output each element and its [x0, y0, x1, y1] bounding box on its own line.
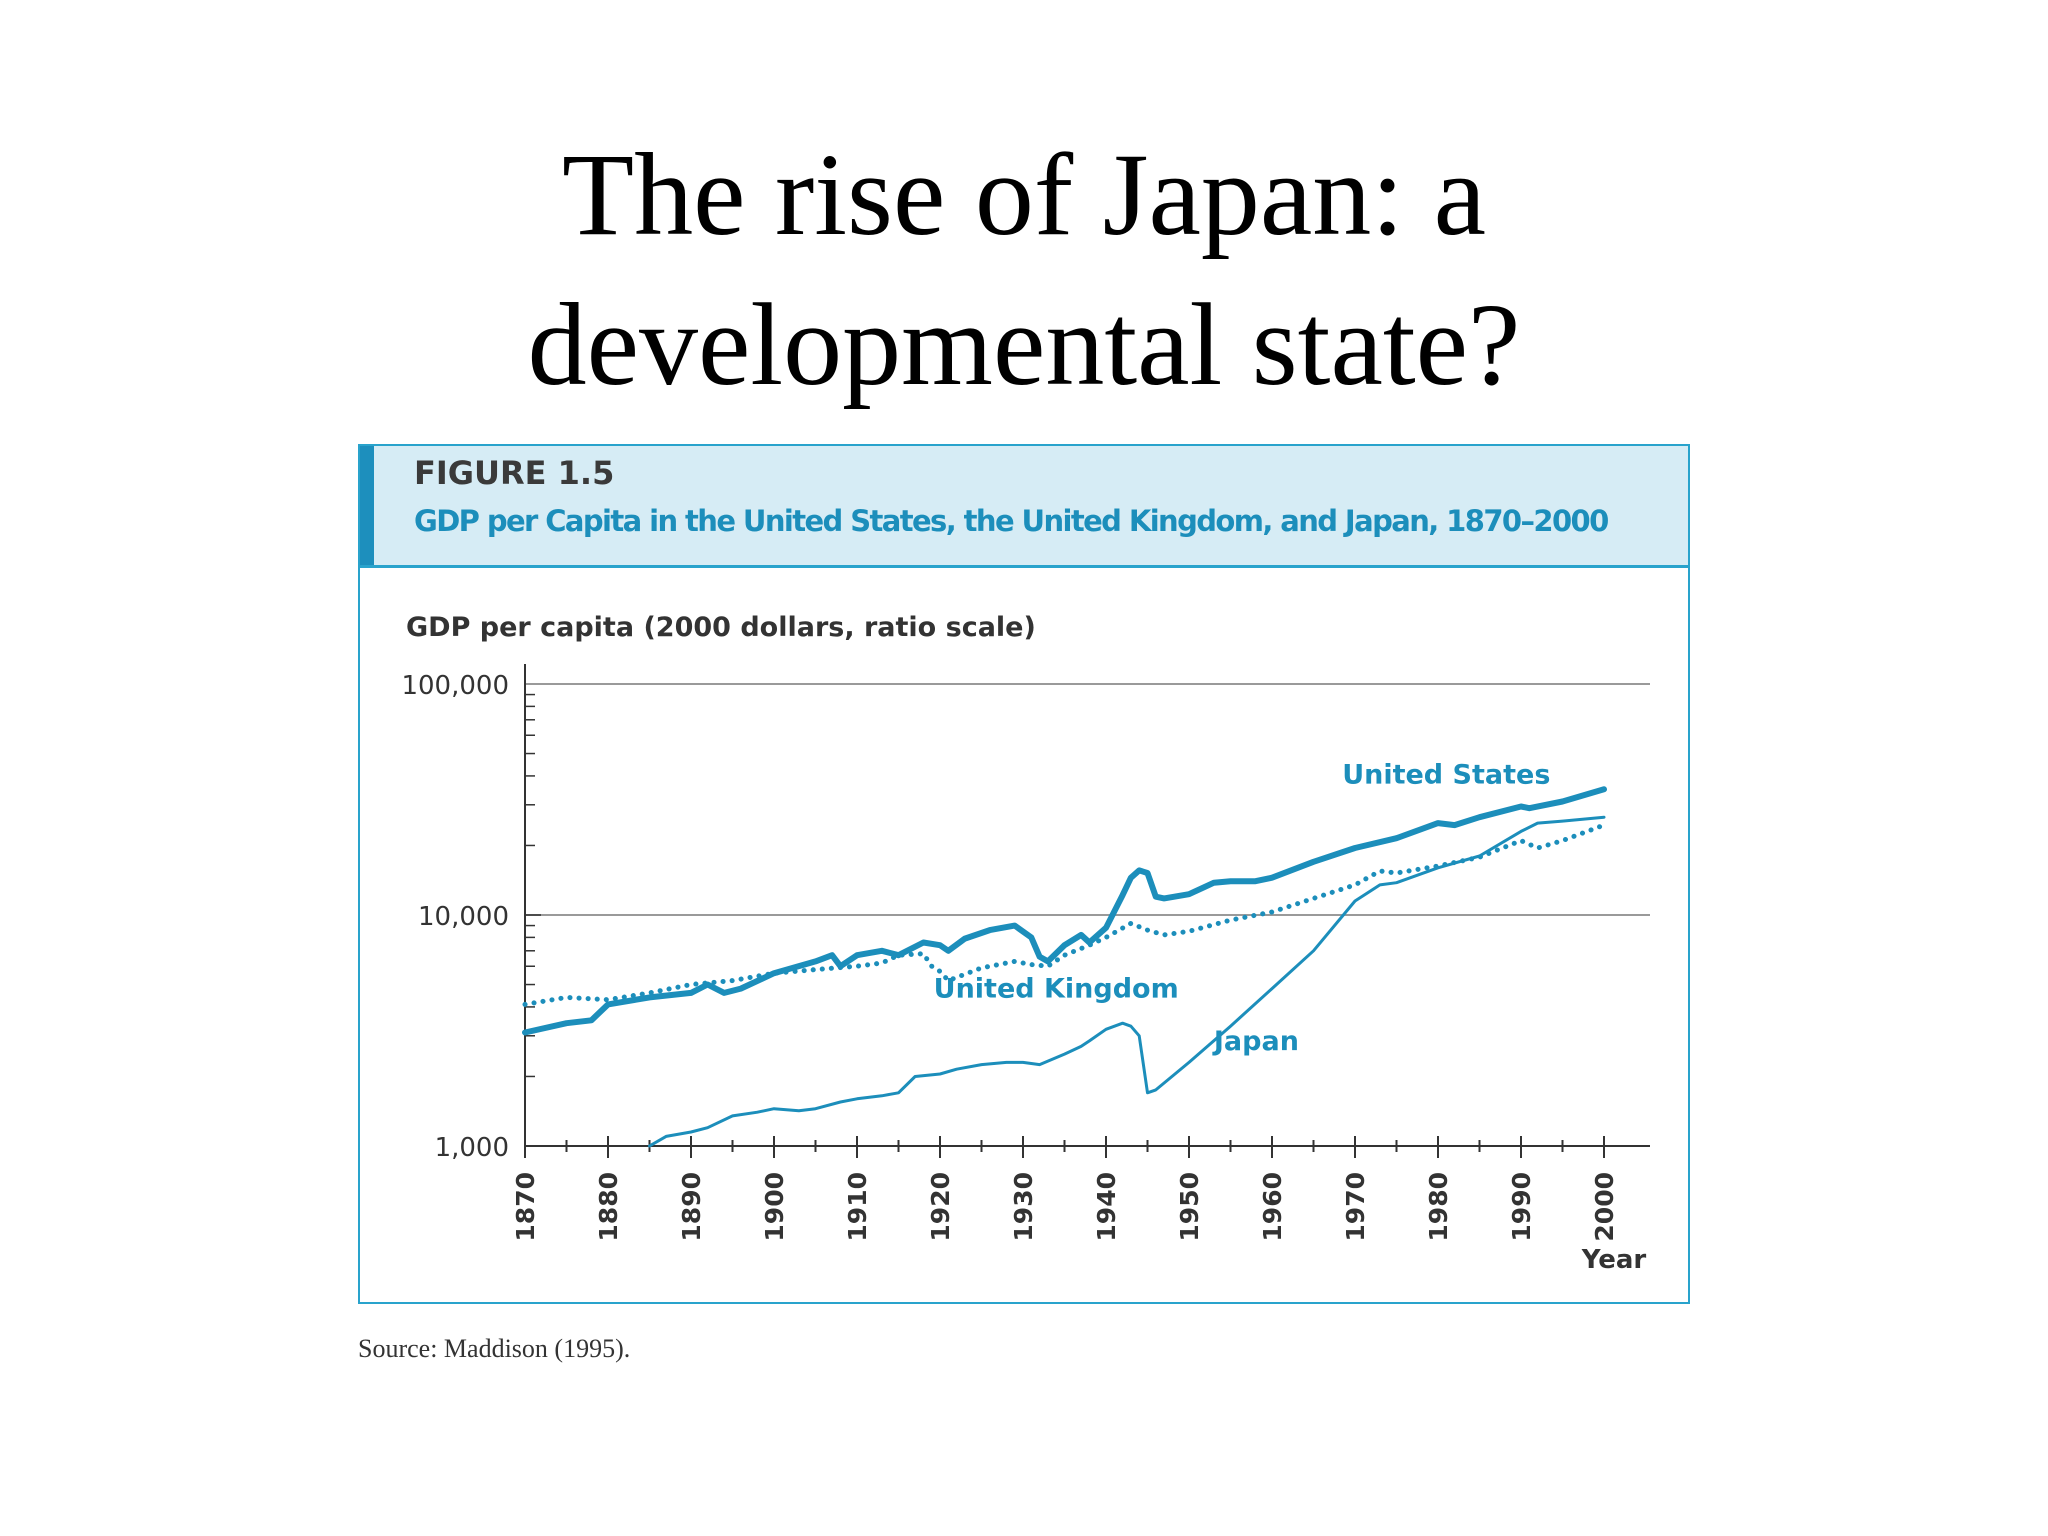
x-tick-label: 1870 — [511, 1172, 540, 1242]
x-tick-label: 1990 — [1507, 1172, 1536, 1242]
x-tick-label: 1980 — [1424, 1172, 1453, 1242]
x-tick-label: 1900 — [760, 1172, 789, 1242]
x-tick-label: 1880 — [594, 1172, 623, 1242]
series-lines — [522, 786, 1607, 1148]
x-axis-label: Year — [1581, 1245, 1647, 1275]
chart-labels: 1,000 10,000 100,000 1870 1880 1890 1900 1910 19… — [401, 612, 1646, 1275]
gridlines — [525, 683, 1650, 916]
series-label-united-states: United States — [1342, 760, 1550, 791]
x-tick-label: 1930 — [1009, 1172, 1038, 1242]
source-note: Source: Maddison (1995). — [358, 1334, 631, 1363]
gdp-line-chart: 1,000 10,000 100,000 1870 1880 1890 1900 1910 19… — [401, 612, 1650, 1275]
x-tick-label: 2000 — [1590, 1172, 1619, 1242]
x-tick-label: 1890 — [677, 1172, 706, 1242]
series-line-united-states — [522, 786, 1607, 1036]
y-axis-label: GDP per capita (2000 dollars, ratio scal… — [406, 612, 1036, 643]
y-tick-label: 100,000 — [401, 671, 509, 701]
slide-title-line-1: The rise of Japan: a — [562, 129, 1486, 260]
slide-title-line-2: developmental state? — [527, 279, 1521, 410]
y-tick-label: 1,000 — [435, 1133, 509, 1163]
x-tick-label: 1940 — [1092, 1172, 1121, 1242]
figure-caption: GDP per Capita in the United States, the… — [414, 504, 1609, 538]
series-label-united-kingdom: United Kingdom — [934, 973, 1179, 1004]
axes — [524, 664, 1650, 1158]
x-tick-label: 1970 — [1341, 1172, 1370, 1242]
x-tick-label: 1950 — [1175, 1172, 1204, 1242]
x-tick-label: 1920 — [926, 1172, 955, 1242]
figure-header-accent-bar — [360, 446, 374, 565]
series-line-united-kingdom — [522, 822, 1607, 1007]
figure-header: FIGURE 1.5 GDP per Capita in the United … — [360, 446, 1688, 568]
series-line-japan — [648, 815, 1606, 1148]
x-tick-label: 1960 — [1258, 1172, 1287, 1242]
x-tick-label: 1910 — [843, 1172, 872, 1242]
slide-title: The rise of Japan: a developmental state… — [0, 120, 2048, 420]
figure-panel: FIGURE 1.5 GDP per Capita in the United … — [358, 444, 1690, 1304]
figure-number: FIGURE 1.5 — [414, 454, 615, 492]
y-tick-label: 10,000 — [418, 902, 509, 932]
series-label-japan: Japan — [1212, 1026, 1299, 1057]
